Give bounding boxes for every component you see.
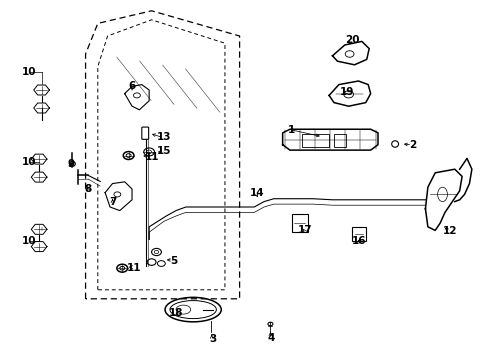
- Bar: [351, 227, 365, 241]
- Text: 13: 13: [156, 132, 171, 142]
- Text: 7: 7: [108, 197, 116, 207]
- Text: 3: 3: [209, 334, 216, 344]
- Text: 9: 9: [67, 159, 74, 169]
- Text: 10: 10: [22, 67, 37, 77]
- Text: 4: 4: [267, 333, 275, 343]
- Text: 2: 2: [409, 140, 416, 150]
- Text: 11: 11: [127, 263, 142, 273]
- Text: 10: 10: [22, 157, 37, 167]
- Text: 11: 11: [144, 152, 159, 162]
- Text: 10: 10: [22, 236, 37, 246]
- Text: 19: 19: [339, 87, 354, 97]
- Text: 16: 16: [351, 236, 366, 246]
- Text: 18: 18: [168, 308, 183, 318]
- Text: 20: 20: [344, 35, 359, 45]
- Text: 8: 8: [84, 184, 91, 194]
- Bar: [291, 214, 307, 232]
- Text: 14: 14: [249, 188, 264, 198]
- Text: 1: 1: [287, 125, 294, 135]
- Text: 12: 12: [442, 226, 456, 236]
- Text: 5: 5: [170, 256, 177, 266]
- Bar: [333, 134, 346, 147]
- Text: 15: 15: [156, 146, 171, 156]
- Bar: [302, 134, 328, 147]
- Text: 17: 17: [298, 225, 312, 235]
- Text: 6: 6: [128, 81, 135, 91]
